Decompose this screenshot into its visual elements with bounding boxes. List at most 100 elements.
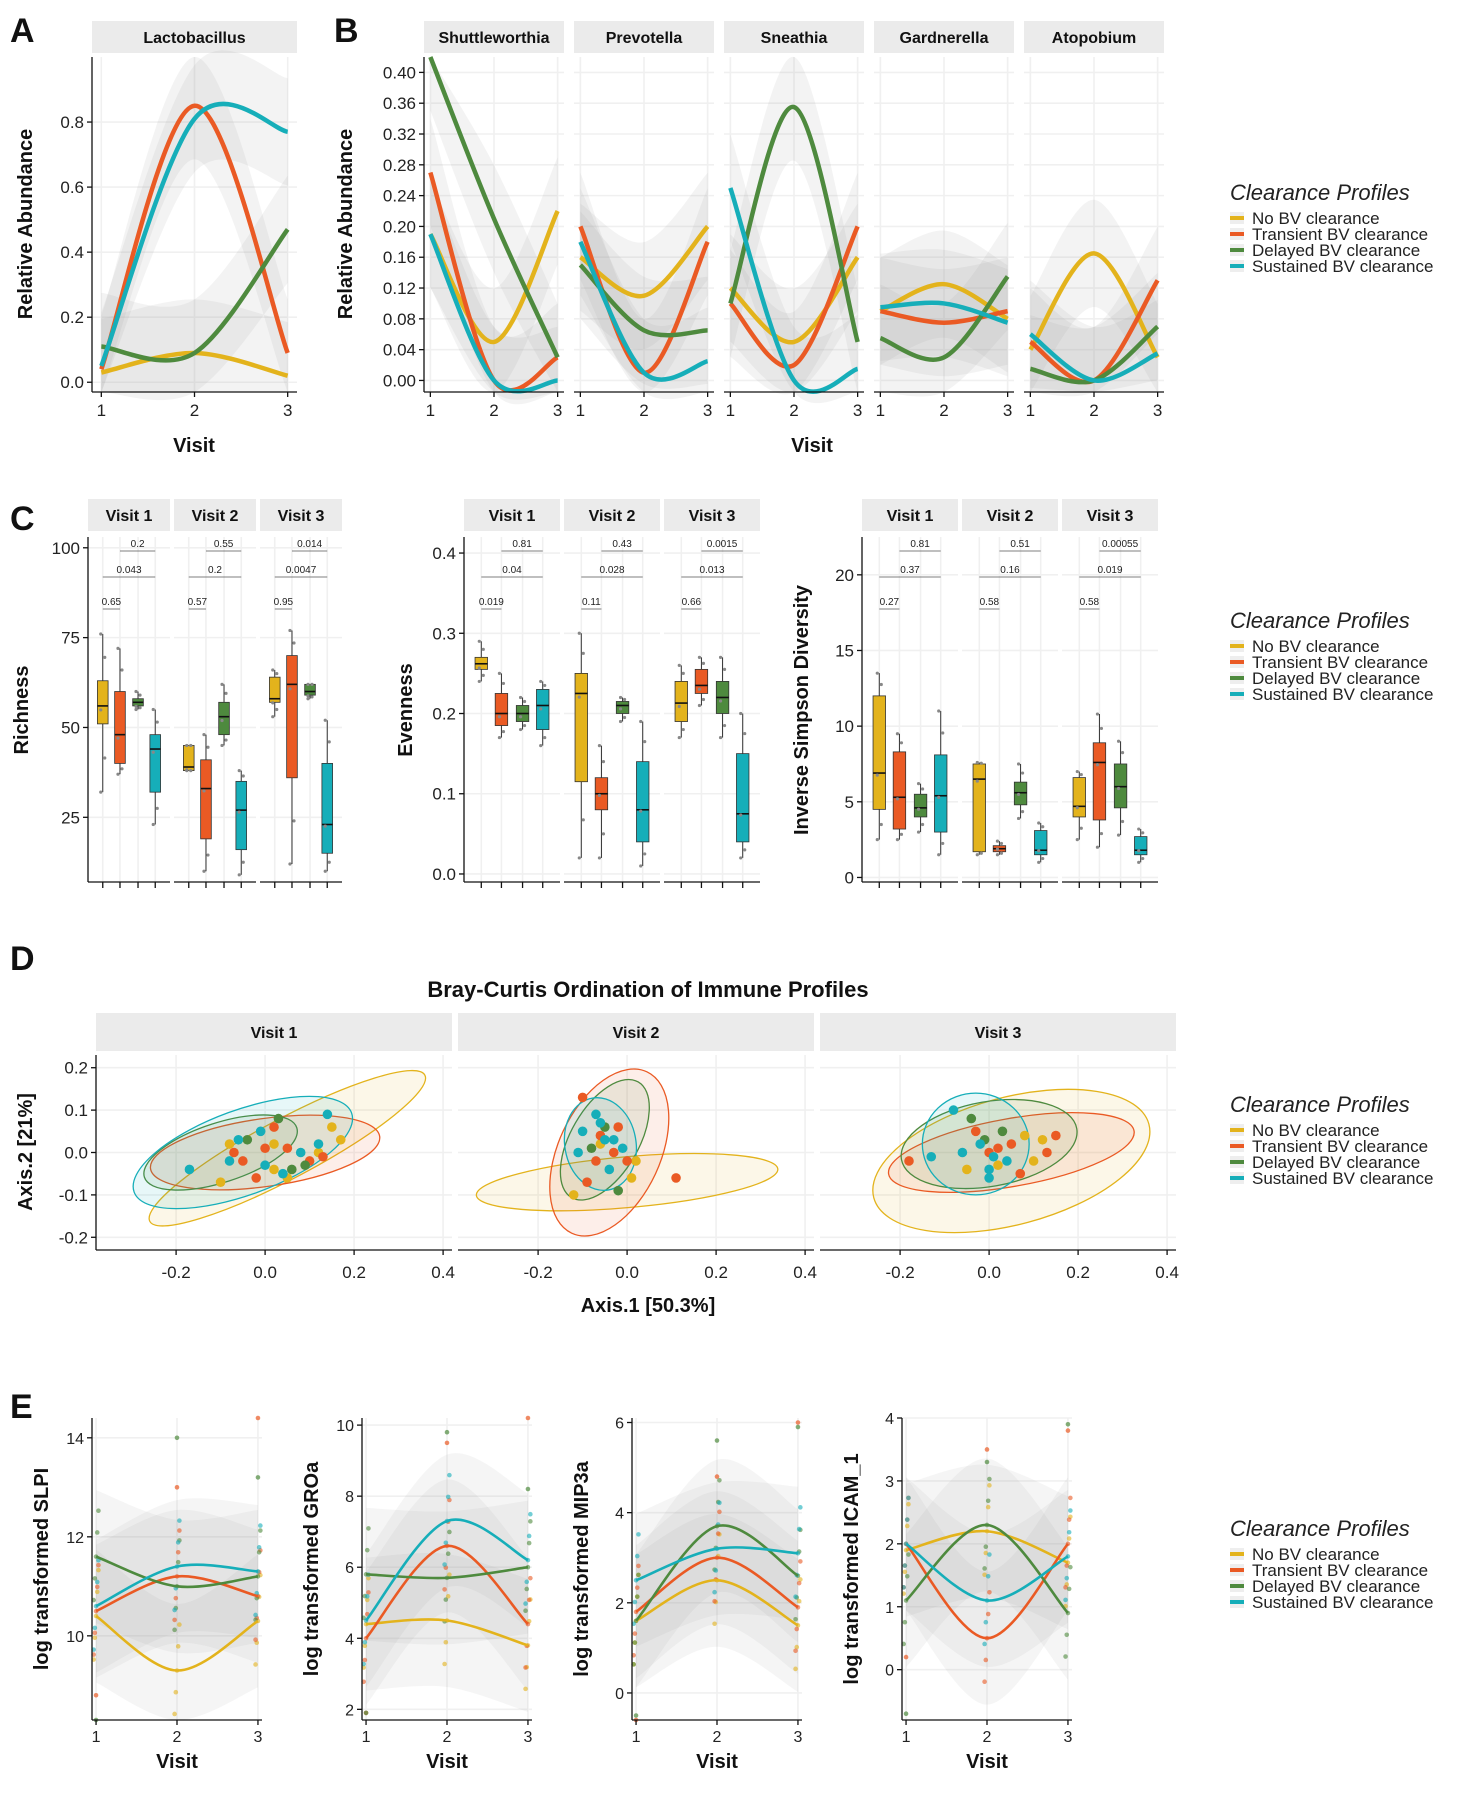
c-simp-jitter [879, 682, 883, 687]
e-dot-0 [983, 1550, 989, 1556]
legend-item-label: Transient BV clearance [1252, 1137, 1428, 1156]
c-rich-facet-1: Visit 1 0.65 0.043 0.2 [88, 499, 170, 888]
c-rich-jitter [310, 695, 314, 699]
b-xlabel: Visit [791, 435, 833, 457]
b-prevotella-strip-label: Prevotella [606, 30, 683, 47]
panel-label-d: D [10, 940, 35, 978]
c-even-jitter [622, 715, 627, 720]
e-line-0 [365, 1618, 529, 1647]
c-rich-jitter [220, 743, 224, 748]
e-dot-0 [96, 1567, 101, 1573]
e-dot-3 [982, 1641, 987, 1647]
d-xtick-label: 0.4 [431, 1263, 455, 1282]
c-rich-jitter [271, 701, 275, 705]
c-simp-jitter [975, 779, 979, 783]
c-simp-visit2-strip-label: Visit 2 [987, 508, 1034, 525]
e-dot-3 [1068, 1508, 1073, 1513]
e-line-2 [635, 1524, 799, 1622]
c-rich-jitter [292, 641, 296, 645]
e-dot-1 [526, 1597, 532, 1603]
c-rich-jitter [327, 740, 331, 744]
legend-title: Clearance Profiles [1230, 608, 1410, 633]
d-point-1 [622, 1156, 632, 1166]
c-even-jitter [597, 856, 602, 860]
c-rich-jitter [323, 718, 327, 722]
legend-item-label: Sustained BV clearance [1252, 1169, 1433, 1188]
d-point-3 [988, 1151, 999, 1162]
b-xtick-label: 1 [1026, 401, 1035, 420]
c-rich-ytick-label: 75 [61, 629, 80, 648]
e-dot-2 [256, 1549, 262, 1555]
e-band-1 [906, 1477, 1068, 1705]
d-point-1 [1042, 1147, 1052, 1158]
d-point-1 [1006, 1139, 1017, 1149]
c-simp-jitter [999, 851, 1004, 855]
e-extreme-dot [984, 1447, 990, 1452]
e-dot-0 [982, 1572, 987, 1578]
c-even-facet-2: Visit 2 0.11 0.028 0.43 [564, 499, 660, 888]
c-even-box-3 [536, 689, 550, 730]
d-xtick-label: 0.0 [977, 1263, 1001, 1282]
c-simp-jitter [1095, 845, 1100, 849]
c-simp-pvalue: 0.27 [880, 597, 900, 608]
c-even-jitter [497, 671, 502, 675]
e-dot-3 [636, 1532, 641, 1537]
e-band-2 [366, 1500, 528, 1645]
e-dot-2 [793, 1616, 798, 1622]
c-rich-jitter [288, 687, 292, 691]
d-point-3 [975, 1139, 985, 1149]
c-simp-jitter [895, 797, 900, 801]
d-point-1 [282, 1143, 293, 1154]
d-visit1-strip-label: Visit 1 [251, 1025, 298, 1042]
c-even-jitter [722, 723, 727, 728]
d-xtick-label: 0.0 [615, 1263, 639, 1282]
legend-title: Clearance Profiles [1230, 1516, 1410, 1541]
c-rich-pvalue: 0.55 [214, 539, 234, 550]
e-ytick-label: 0 [885, 1663, 894, 1680]
b-band-3 [430, 180, 558, 400]
b-ytick-label: 0.20 [383, 217, 416, 236]
c-rich-box-3 [149, 734, 161, 793]
c-simp-jitter [899, 741, 904, 745]
d-point-3 [984, 1164, 994, 1175]
c-even-jitter [581, 651, 585, 655]
c-even-pvalue: 0.013 [699, 565, 724, 576]
d-point-2 [613, 1185, 623, 1196]
e-dot-1 [175, 1549, 181, 1555]
c-simp-ylabel: Inverse Simpson Diversity [791, 584, 813, 835]
e-ytick-label: 6 [615, 1416, 624, 1433]
e-dot-0 [173, 1689, 179, 1695]
d-xtick-label: 0.2 [1066, 1263, 1090, 1282]
c-simp-facet-3: Visit 3 0.58 0.019 0.00055 [1062, 499, 1158, 888]
e-xtick-label: 1 [92, 1729, 101, 1746]
e-dot-3 [1066, 1529, 1072, 1535]
d-point-3 [313, 1139, 324, 1149]
b-line-gardnerella-2 [879, 275, 1010, 362]
e-dot-1 [528, 1575, 533, 1581]
a-line-lactobacillus-3 [99, 101, 289, 367]
d-point-1 [613, 1122, 623, 1132]
a-facet-lactobacillus: Lactobacillus 1 2 3 [92, 21, 297, 420]
c-even-jitter [739, 813, 743, 817]
e-band-2 [96, 1490, 258, 1654]
e-dot-0 [253, 1662, 258, 1667]
c-rich-jitter [327, 860, 331, 864]
e-dot-3 [987, 1552, 992, 1557]
d-point-2 [242, 1134, 253, 1145]
e-dot-0 [92, 1635, 98, 1641]
e-dot-0 [445, 1594, 451, 1599]
c-simp-jitter [916, 782, 921, 786]
d-xtick-label: 0.2 [342, 1263, 366, 1282]
e-xtick-label: 1 [902, 1729, 911, 1746]
e-xtick-label: 2 [173, 1729, 182, 1746]
e-dot-3 [94, 1579, 100, 1585]
c-even-jitter [701, 661, 706, 665]
c-rich-jitter [151, 707, 155, 712]
d-visit2-strip-label: Visit 2 [613, 1025, 660, 1042]
c-rich-pvalue: 0.014 [297, 539, 322, 550]
b-band-2 [580, 211, 708, 389]
c-even-jitter [677, 735, 681, 740]
c-rich-jitter [103, 655, 107, 659]
c-rich-jitter [120, 767, 124, 771]
e-line-2 [95, 1555, 259, 1589]
